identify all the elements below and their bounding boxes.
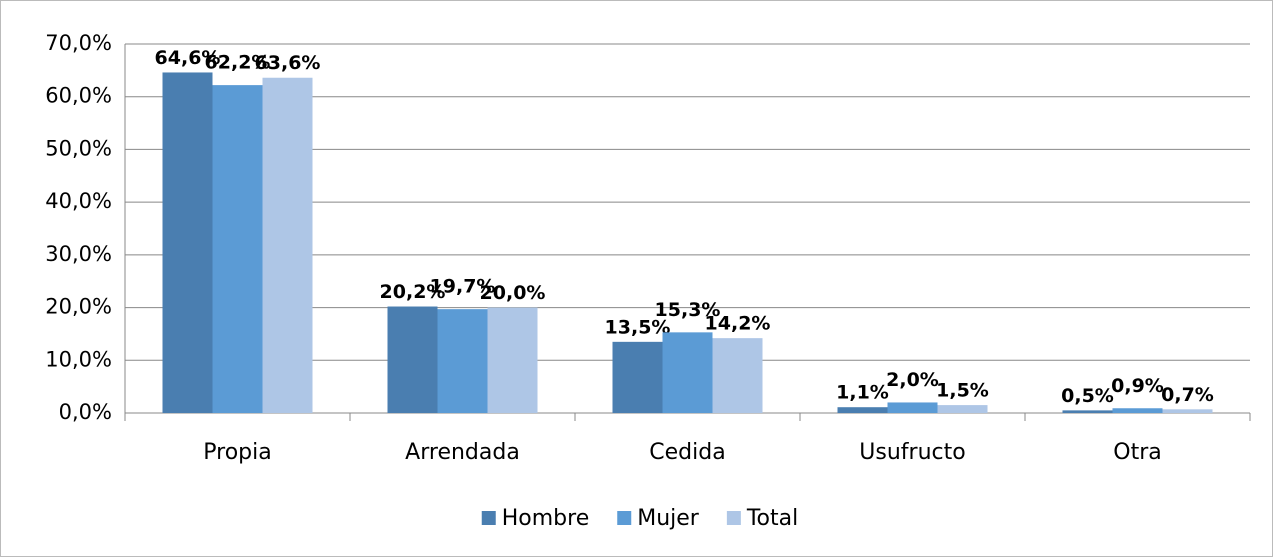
bar [262,77,313,413]
legend-swatch [617,511,632,525]
bar [837,407,888,413]
y-tick-label: 10,0% [45,347,112,371]
value-label: 13,5% [605,316,671,338]
y-tick-label: 50,0% [45,136,112,160]
y-tick-label: 40,0% [45,189,112,213]
bar [662,332,713,413]
bar [487,307,538,413]
value-label: 20,0% [480,282,546,304]
bar [437,309,488,413]
value-label: 0,7% [1161,384,1214,406]
legend-swatch [726,511,741,525]
value-label: 2,0% [886,369,939,391]
legend-label: Hombre [502,506,590,531]
y-tick-label: 60,0% [45,84,112,108]
value-label: 0,9% [1111,375,1164,397]
x-tick-label: Propia [203,440,271,465]
bar [1062,410,1113,413]
x-tick-label: Arrendada [405,440,520,465]
value-label: 63,6% [255,52,321,74]
value-label: 20,2% [380,281,446,303]
y-tick-label: 20,0% [45,295,112,319]
legend-swatch [481,511,496,525]
bar [887,402,938,413]
value-label: 0,5% [1061,385,1114,407]
value-label: 19,7% [430,276,496,298]
x-tick-label: Otra [1113,440,1161,465]
bar [712,338,763,413]
bar [387,306,438,413]
x-tick-label: Usufructo [859,440,965,465]
bar [162,72,213,414]
y-tick-label: 70,0% [45,31,112,55]
bar [612,341,663,413]
bar [1112,408,1163,413]
value-label: 15,3% [655,299,721,321]
bar [212,85,263,414]
y-tick-label: 30,0% [45,242,112,266]
value-label: 62,2% [205,52,271,74]
bar [1162,409,1213,413]
legend-label: Mujer [637,506,700,531]
bar [937,405,988,413]
legend-label: Total [746,506,798,531]
value-label: 14,2% [705,313,771,335]
y-tick-label: 0,0% [59,400,112,424]
x-tick-label: Cedida [649,440,725,465]
value-label: 64,6% [155,47,221,69]
value-label: 1,5% [936,380,989,402]
value-label: 1,1% [836,382,889,404]
